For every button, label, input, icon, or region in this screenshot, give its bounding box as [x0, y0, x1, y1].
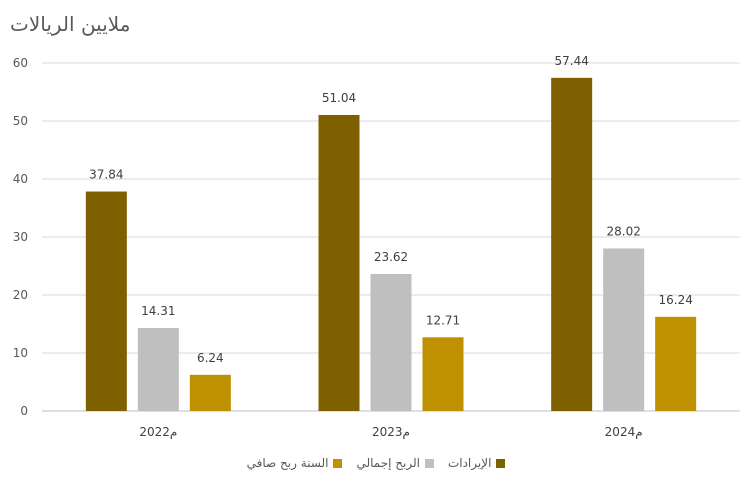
- bar: [318, 114, 360, 411]
- data-label: 16.24: [658, 293, 692, 307]
- data-label: 28.02: [606, 224, 640, 238]
- y-tick-label: 60: [13, 56, 28, 70]
- data-label: 37.84: [89, 168, 123, 182]
- legend-item-revenue: الإيرادات: [447, 456, 506, 470]
- x-category-label: 2022م: [139, 425, 177, 439]
- legend-item-net-profit: السنة ربح صافي: [247, 456, 343, 470]
- y-tick-label: 50: [13, 114, 28, 128]
- chart-legend: الإيرادات الربح إجمالي السنة ربح صافي: [0, 456, 752, 470]
- bar: [85, 191, 127, 411]
- bar: [189, 374, 231, 411]
- data-label: 57.44: [554, 54, 588, 68]
- bar: [655, 316, 697, 411]
- bar: [551, 77, 593, 412]
- y-tick-label: 0: [20, 404, 28, 418]
- y-tick-label: 10: [13, 346, 28, 360]
- data-label: 14.31: [141, 304, 175, 318]
- legend-label-gross-profit: الربح إجمالي: [356, 456, 420, 470]
- legend-item-gross-profit: الربح إجمالي: [356, 456, 434, 470]
- bar-chart: 0 10 20 30 40 50 60 37.84 14.31 6.24 2022م 51.04 23.…: [13, 54, 740, 439]
- data-label: 23.62: [374, 250, 408, 264]
- legend-swatch-gross-profit: [424, 458, 434, 468]
- y-tick-label: 30: [13, 230, 28, 244]
- legend-label-revenue: الإيرادات: [447, 456, 492, 470]
- x-category-label: 2024م: [605, 425, 643, 439]
- legend-swatch-revenue: [496, 458, 506, 468]
- bar: [137, 328, 179, 411]
- bar: [603, 248, 645, 411]
- y-tick-label: 40: [13, 172, 28, 186]
- data-label: 6.24: [197, 351, 224, 365]
- x-category-label: 2023م: [372, 425, 410, 439]
- chart-title: ملايين الريالات: [10, 12, 131, 36]
- data-label: 12.71: [426, 313, 460, 327]
- bar: [422, 337, 464, 411]
- legend-label-net-profit: السنة ربح صافي: [246, 456, 329, 470]
- y-tick-label: 20: [13, 288, 28, 302]
- data-label: 51.04: [322, 91, 356, 105]
- bar: [370, 274, 412, 411]
- legend-swatch-net-profit: [333, 458, 343, 468]
